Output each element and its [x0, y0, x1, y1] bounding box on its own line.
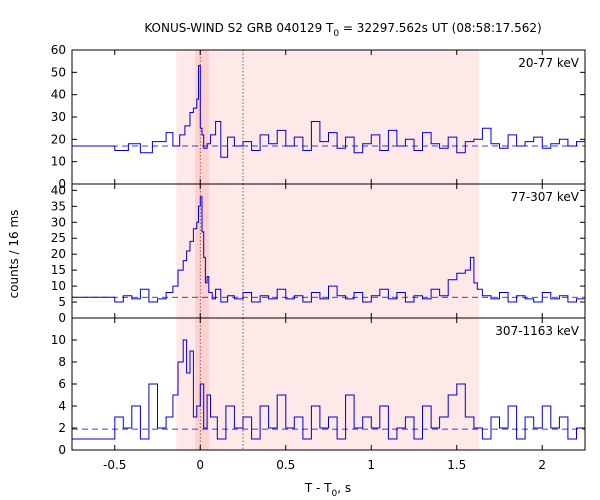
x-axis-label: T - T0, s — [304, 481, 351, 499]
x-tick-label: 0.5 — [276, 458, 295, 472]
y-tick-label: 50 — [51, 65, 66, 79]
shaded-interval — [176, 50, 479, 184]
y-tick-label: 4 — [58, 399, 66, 413]
svg-text:KONUS-WIND S2 GRB 040129 T0 =: KONUS-WIND S2 GRB 040129 T0 = 32297.562s… — [144, 21, 541, 39]
panel-2: 0 2 4 6 8 10 307-1163 keV — [51, 317, 586, 457]
y-tick-label: 10 — [51, 333, 66, 347]
panel-1: 0 5 10 15 20 25 30 35 40 77-307 keV — [51, 183, 586, 325]
y-tick-label: 2 — [58, 421, 66, 435]
y-tick-label: 10 — [51, 155, 66, 169]
title-subscript: 0 — [333, 29, 339, 39]
y-tick-label: 25 — [51, 231, 66, 245]
y-tick-label: 6 — [58, 377, 66, 391]
y-tick-label: 0 — [58, 311, 66, 325]
title-suffix: = 32297.562s UT (08:58:17.562) — [339, 21, 542, 35]
y-tick-label: 20 — [51, 132, 66, 146]
xlabel-text: T - T — [304, 481, 332, 495]
y-tick-label: 5 — [58, 295, 66, 309]
y-tick-label: 35 — [51, 199, 66, 213]
chart-title: KONUS-WIND S2 GRB 040129 T0 = 32297.562s… — [144, 21, 541, 39]
y-tick-label: 10 — [51, 279, 66, 293]
count-series-0 — [72, 196, 585, 303]
y-tick-label: 30 — [51, 215, 66, 229]
y-tick-label: 0 — [58, 443, 66, 457]
count-series-0 — [72, 65, 585, 158]
panel-0: 0 10 20 30 40 50 60 20-77 keV — [51, 43, 586, 191]
y-tick-label: 20 — [51, 247, 66, 261]
y-tick-label: 30 — [51, 110, 66, 124]
panel-label: 307-1163 keV — [495, 324, 579, 338]
svg-text:T - T0, s: T - T0, s — [304, 481, 351, 499]
panel-label: 77-307 keV — [511, 190, 580, 204]
y-tick-label: 40 — [51, 88, 66, 102]
x-tick-label: 1.5 — [447, 458, 466, 472]
y-tick-label: 0 — [58, 177, 66, 191]
x-tick-label: -0.5 — [103, 458, 126, 472]
panel-label: 20-77 keV — [518, 56, 580, 70]
shaded-interval — [176, 318, 479, 450]
y-tick-label: 8 — [58, 355, 66, 369]
xlabel-suffix: , s — [337, 481, 351, 495]
x-tick-label: 0 — [196, 458, 204, 472]
title-text: KONUS-WIND S2 GRB 040129 T — [144, 21, 334, 35]
y-tick-label: 15 — [51, 263, 66, 277]
xlabel-subscript: 0 — [332, 489, 338, 499]
inner-shaded-interval — [195, 50, 209, 184]
y-axis-label: counts / 16 ms — [7, 210, 21, 299]
count-series-0 — [72, 339, 585, 440]
x-tick-label: 1 — [367, 458, 375, 472]
y-tick-label: 40 — [51, 183, 66, 197]
shaded-interval — [176, 184, 479, 318]
x-tick-label: 2 — [538, 458, 546, 472]
y-tick-label: 60 — [51, 43, 66, 57]
